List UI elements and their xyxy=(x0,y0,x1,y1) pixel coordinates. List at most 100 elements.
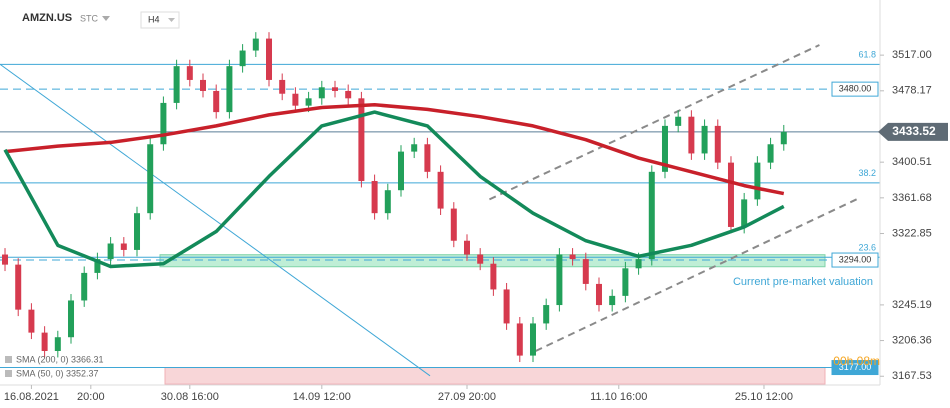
candle-body xyxy=(714,125,721,163)
dropdown-arrow[interactable] xyxy=(168,18,175,22)
candle-body xyxy=(186,66,193,80)
candle-body xyxy=(635,259,642,269)
candle-body xyxy=(331,87,338,91)
candle-body xyxy=(318,87,325,99)
symbol: AMZN.US xyxy=(22,12,72,24)
candle-body xyxy=(727,162,734,227)
y-tick-label: 3322.85 xyxy=(892,227,932,239)
x-tick-label: 14.09 12:00 xyxy=(293,391,351,403)
candle-body xyxy=(371,181,378,214)
price-tag xyxy=(831,252,879,268)
candle-body xyxy=(134,213,141,250)
candle-body xyxy=(675,116,682,126)
candle-body xyxy=(503,289,510,324)
candle-body xyxy=(556,254,563,306)
legend-entry: SMA (200, 0) 3366.31 xyxy=(16,354,104,364)
fib-label: 61.8 xyxy=(858,50,876,60)
candle-body xyxy=(305,98,312,106)
fib-label: 23.6 xyxy=(858,243,876,253)
candle-body xyxy=(200,79,207,91)
candle-body xyxy=(780,131,787,145)
candle-body xyxy=(226,66,233,113)
candle-body xyxy=(529,323,536,356)
dropdown-arrow[interactable] xyxy=(102,16,110,21)
candle-body xyxy=(54,337,61,352)
y-tick-label: 3245.19 xyxy=(892,299,932,311)
candle-body xyxy=(68,300,75,338)
candle-body xyxy=(543,305,550,324)
candle-body xyxy=(41,332,48,352)
candle-body xyxy=(609,295,616,306)
candle-body xyxy=(266,38,273,80)
current-price-label: 3433.52 xyxy=(892,124,936,138)
x-tick-label: 11.10 16:00 xyxy=(590,391,647,403)
x-tick-label: 27.09 20:00 xyxy=(438,391,496,403)
candle-body xyxy=(688,116,695,154)
candle-body xyxy=(490,263,497,290)
current-price-tag xyxy=(878,122,948,141)
candle-body xyxy=(81,272,88,301)
trendline xyxy=(0,63,431,377)
y-tick-label: 3517.00 xyxy=(892,49,932,61)
candle-body xyxy=(450,208,457,241)
sma-line xyxy=(4,102,785,196)
candle-body xyxy=(120,243,127,250)
candle-body xyxy=(397,151,404,191)
candle-body xyxy=(2,254,9,265)
candle-body xyxy=(424,144,431,172)
price-tag xyxy=(831,81,879,97)
y-tick-label: 3478.17 xyxy=(892,85,932,97)
sma-line xyxy=(3,110,785,269)
candle-body xyxy=(701,125,708,154)
candle-body xyxy=(147,144,154,214)
candle-body xyxy=(582,259,589,284)
price-type[interactable]: STC xyxy=(80,13,99,23)
y-tick-label: 3167.53 xyxy=(892,370,932,382)
y-tick-label: 3400.51 xyxy=(892,156,932,168)
candle-body xyxy=(279,79,286,94)
candle-body xyxy=(661,125,668,172)
price-tag xyxy=(831,360,879,376)
candle-body xyxy=(345,90,352,99)
countdown: 00h 08m xyxy=(833,354,880,368)
candle-body xyxy=(754,162,761,200)
candle-body xyxy=(411,144,418,152)
candle-body xyxy=(384,190,391,214)
y-tick-label: 3206.36 xyxy=(892,334,932,346)
candle-body xyxy=(292,93,299,106)
timeframe[interactable]: H4 xyxy=(148,14,160,24)
candle-body xyxy=(252,38,259,51)
candle-body xyxy=(173,66,180,103)
legend-entry: SMA (50, 0) 3352.37 xyxy=(16,368,99,378)
candle-body xyxy=(622,268,629,296)
timeframe-box[interactable] xyxy=(140,11,180,29)
price-tag-label: 3480.00 xyxy=(839,84,872,94)
candle-body xyxy=(160,102,167,145)
annotation: Current pre-market valuation xyxy=(733,276,873,288)
x-tick-label: 20:00 xyxy=(77,391,105,403)
candle-body xyxy=(648,171,655,260)
candle-body xyxy=(741,199,748,227)
candle-body xyxy=(213,90,220,113)
legend-swatch xyxy=(5,370,12,377)
candle-body xyxy=(94,259,101,273)
x-tick-label: 30.08 16:00 xyxy=(161,391,219,403)
trendline xyxy=(489,44,820,201)
legend-swatch xyxy=(5,356,12,363)
fib-label: 38.2 xyxy=(858,168,876,178)
candle-body xyxy=(437,171,444,209)
candle-body xyxy=(358,98,365,182)
y-tick-label: 3361.68 xyxy=(892,192,932,204)
candle-body xyxy=(28,309,35,333)
candle-body xyxy=(239,50,246,67)
candle-body xyxy=(477,254,484,264)
candle-body xyxy=(767,144,774,163)
price-tag-label: 3177.00 xyxy=(839,362,872,372)
zone xyxy=(164,367,826,385)
candle-body xyxy=(569,254,576,260)
candle-body xyxy=(595,283,602,306)
x-tick-label: 16.08.2021 xyxy=(4,391,59,403)
candle-body xyxy=(516,323,523,356)
